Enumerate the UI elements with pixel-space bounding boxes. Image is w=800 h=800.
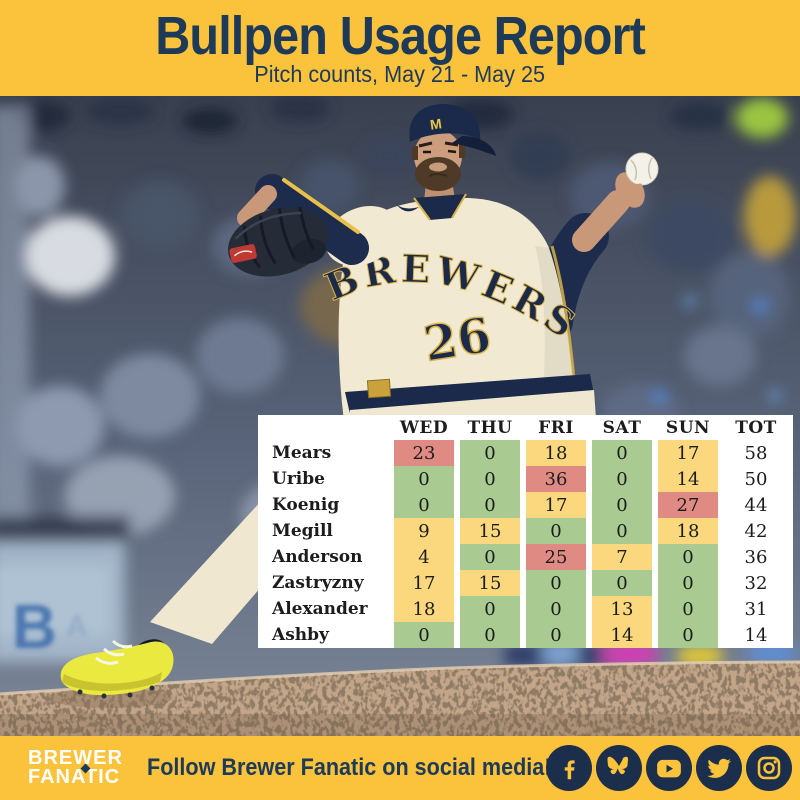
- player-name: Zastryzny: [272, 573, 364, 593]
- col-header-SAT: SAT: [602, 417, 642, 438]
- logo-line2: FANATIC: [28, 766, 121, 788]
- header-banner: Bullpen Usage Report Pitch counts, May 2…: [0, 0, 800, 96]
- pitch-count-cell: 0: [394, 492, 454, 518]
- pitch-count-cell: 17: [526, 492, 586, 518]
- pitch-count-cell: 0: [394, 466, 454, 492]
- bluesky-icon[interactable]: [596, 745, 642, 791]
- logo-line1: BREWER: [28, 747, 123, 769]
- player-name: Uribe: [272, 469, 325, 489]
- pitch-count-cell: 0: [592, 570, 652, 596]
- brewer-fanatic-logo: BREWER FANATIC: [28, 747, 123, 788]
- pitch-count-cell: 0: [526, 596, 586, 622]
- twitter-icon[interactable]: [696, 745, 742, 791]
- pitch-count-cell: 18: [526, 440, 586, 466]
- pitch-count-cell: 0: [460, 440, 520, 466]
- pitch-count-cell: 0: [394, 622, 454, 648]
- total-cell: 58: [744, 442, 768, 464]
- pitch-count-cell: 13: [592, 596, 652, 622]
- pitch-count-cell: 14: [592, 622, 652, 648]
- col-header-THU: THU: [467, 417, 513, 438]
- pitch-count-cell: 15: [460, 518, 520, 544]
- player-name: Megill: [272, 521, 333, 541]
- social-icon-row: [546, 745, 792, 791]
- glove-arm: [228, 174, 399, 277]
- pitch-count-cell: 0: [592, 440, 652, 466]
- pitch-count-cell: 0: [460, 544, 520, 570]
- pitcher-photo-svg: B A: [0, 96, 800, 736]
- pitch-count-cell: 15: [460, 570, 520, 596]
- cap-logo: M: [429, 115, 443, 132]
- player-name: Koenig: [272, 495, 340, 515]
- col-header-player: [264, 415, 388, 440]
- total-cell: 14: [744, 624, 768, 646]
- collar: [414, 194, 466, 220]
- pitch-count-cell: 9: [394, 518, 454, 544]
- outfield-wall-sign: B A: [12, 593, 88, 662]
- pitch-count-cell: 18: [658, 518, 718, 544]
- jersey-number: 26: [420, 307, 495, 373]
- pitchers-mound: [0, 660, 800, 736]
- pitch-count-cell: 7: [592, 544, 652, 570]
- pitch-count-cell: 0: [460, 492, 520, 518]
- pitch-count-cell: 0: [658, 570, 718, 596]
- facebook-icon[interactable]: [546, 745, 592, 791]
- pitch-count-cell: 0: [658, 544, 718, 570]
- wall-letter-2: A: [66, 610, 88, 643]
- baseball: [625, 152, 659, 186]
- col-header-FRI: FRI: [538, 417, 574, 438]
- pitch-count-cell: 0: [592, 518, 652, 544]
- page-subtitle: Pitch counts, May 21 - May 25: [254, 61, 546, 87]
- pitch-count-cell: 4: [394, 544, 454, 570]
- total-cell: 50: [744, 468, 768, 490]
- belt-buckle: [366, 378, 392, 399]
- pitch-count-cell: 0: [526, 570, 586, 596]
- pitch-count-cell: 0: [592, 492, 652, 518]
- total-cell: 31: [744, 598, 768, 620]
- pitcher-head: M: [409, 104, 496, 202]
- col-header-WED: WED: [399, 417, 449, 438]
- player-name: Mears: [272, 443, 332, 463]
- nike-swoosh: [396, 204, 419, 212]
- page-title: Bullpen Usage Report: [155, 6, 646, 66]
- follow-cta: Follow Brewer Fanatic on social media!: [146, 754, 552, 781]
- pitcher-photo: B A: [0, 96, 800, 736]
- pitch-count-cell: 0: [460, 596, 520, 622]
- player-name: Anderson: [272, 547, 363, 567]
- pitch-count-cell: 18: [394, 596, 454, 622]
- player-name: Ashby: [272, 625, 329, 645]
- pitch-count-cell: 0: [460, 466, 520, 492]
- col-header-SUN: SUN: [665, 417, 711, 438]
- brewers-cap: M: [409, 104, 496, 156]
- col-header-TOT: TOT: [735, 417, 777, 438]
- pitch-count-cell: 0: [460, 622, 520, 648]
- pitch-count-cell: 36: [526, 466, 586, 492]
- pitch-count-cell: 0: [658, 596, 718, 622]
- pitch-count-cell: 17: [658, 440, 718, 466]
- belt: [345, 374, 594, 414]
- pitch-count-cell: 17: [394, 570, 454, 596]
- total-cell: 44: [744, 494, 768, 516]
- total-cell: 42: [744, 520, 768, 542]
- player-name: Alexander: [272, 599, 368, 619]
- pitch-count-cell: 25: [526, 544, 586, 570]
- pitch-count-cell: 14: [658, 466, 718, 492]
- pitch-count-cell: 23: [394, 440, 454, 466]
- pitch-count-cell: 0: [592, 466, 652, 492]
- cap-brim: [452, 136, 496, 156]
- pitch-count-cell: 0: [526, 518, 586, 544]
- pitch-count-cell: 0: [526, 622, 586, 648]
- pitch-count-table: WED THU FRI SAT SUN TOT Mears 23 0 18 0 17 58 Uribe 0 0…: [258, 415, 793, 648]
- pitch-count-cell: 0: [658, 622, 718, 648]
- total-cell: 36: [744, 546, 768, 568]
- youtube-icon[interactable]: [646, 745, 692, 791]
- instagram-icon[interactable]: [746, 745, 792, 791]
- footer-bar: BREWER FANATIC Follow Brewer Fanatic on …: [0, 736, 800, 800]
- yellow-cleat: [60, 639, 174, 699]
- pitch-count-cell: 27: [658, 492, 718, 518]
- baseball-glove: [228, 206, 328, 277]
- wall-letter: B: [12, 593, 57, 662]
- glove-patch: [229, 244, 257, 263]
- total-cell: 32: [744, 572, 768, 594]
